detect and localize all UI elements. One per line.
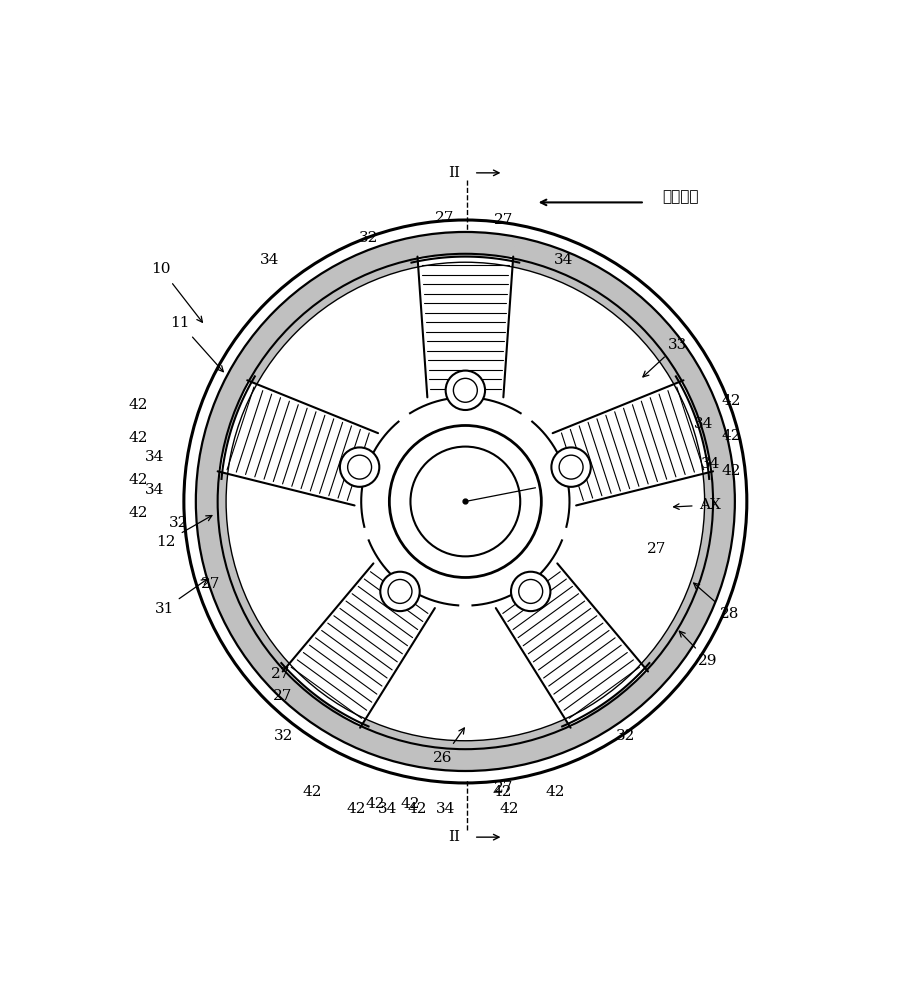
Text: 34: 34 [379,802,398,816]
Text: II: II [448,166,460,180]
Circle shape [183,220,747,783]
Text: 34: 34 [554,253,574,267]
Text: 27: 27 [272,689,292,703]
Text: 27: 27 [647,542,666,556]
Text: 42: 42 [366,797,385,811]
Text: 34: 34 [701,457,720,471]
Polygon shape [496,563,648,728]
Text: 27: 27 [271,667,291,681]
Circle shape [340,447,380,487]
Text: 27: 27 [201,577,221,591]
Polygon shape [418,257,513,397]
Text: 12: 12 [156,535,176,549]
Text: 34: 34 [694,417,713,431]
Text: 31: 31 [154,602,173,616]
Text: 42: 42 [722,464,741,478]
Circle shape [446,371,485,410]
Text: 28: 28 [719,607,739,621]
Text: II: II [448,830,460,844]
Text: 34: 34 [436,802,455,816]
Polygon shape [282,563,435,728]
Circle shape [380,572,419,611]
Text: 32: 32 [274,729,293,743]
Circle shape [410,447,520,556]
Text: 34: 34 [144,450,164,464]
Text: 42: 42 [400,797,420,811]
Polygon shape [218,380,378,505]
Text: 42: 42 [499,802,518,816]
Text: 42: 42 [128,473,148,487]
Circle shape [388,579,412,603]
Text: 27: 27 [494,781,514,795]
Text: 42: 42 [408,802,428,816]
Circle shape [358,394,573,609]
Circle shape [348,455,371,479]
Text: 27: 27 [435,211,454,225]
Text: 27: 27 [494,213,514,227]
Circle shape [551,447,591,487]
Circle shape [559,455,583,479]
Text: 32: 32 [359,231,378,245]
Polygon shape [553,380,713,505]
Text: 42: 42 [722,394,741,408]
Text: 42: 42 [302,785,321,799]
Text: 33: 33 [668,338,687,352]
Text: 42: 42 [722,429,741,443]
Text: 42: 42 [492,785,512,799]
Text: 34: 34 [260,253,280,267]
Circle shape [390,425,541,577]
Text: 42: 42 [128,398,148,412]
Text: 11: 11 [171,316,190,330]
Text: 42: 42 [546,785,565,799]
Text: 42: 42 [128,506,148,520]
Text: 34: 34 [144,483,164,497]
Text: 26: 26 [433,751,452,765]
Text: 42: 42 [347,802,366,816]
Text: 32: 32 [617,729,636,743]
Circle shape [518,579,543,603]
Text: 42: 42 [128,431,148,445]
Circle shape [511,572,550,611]
Text: 10: 10 [152,262,171,276]
Text: 32: 32 [169,516,188,530]
Text: AX: AX [699,498,721,512]
Text: 旋转方向: 旋转方向 [663,189,699,204]
Text: 29: 29 [698,654,718,668]
Circle shape [453,378,478,402]
